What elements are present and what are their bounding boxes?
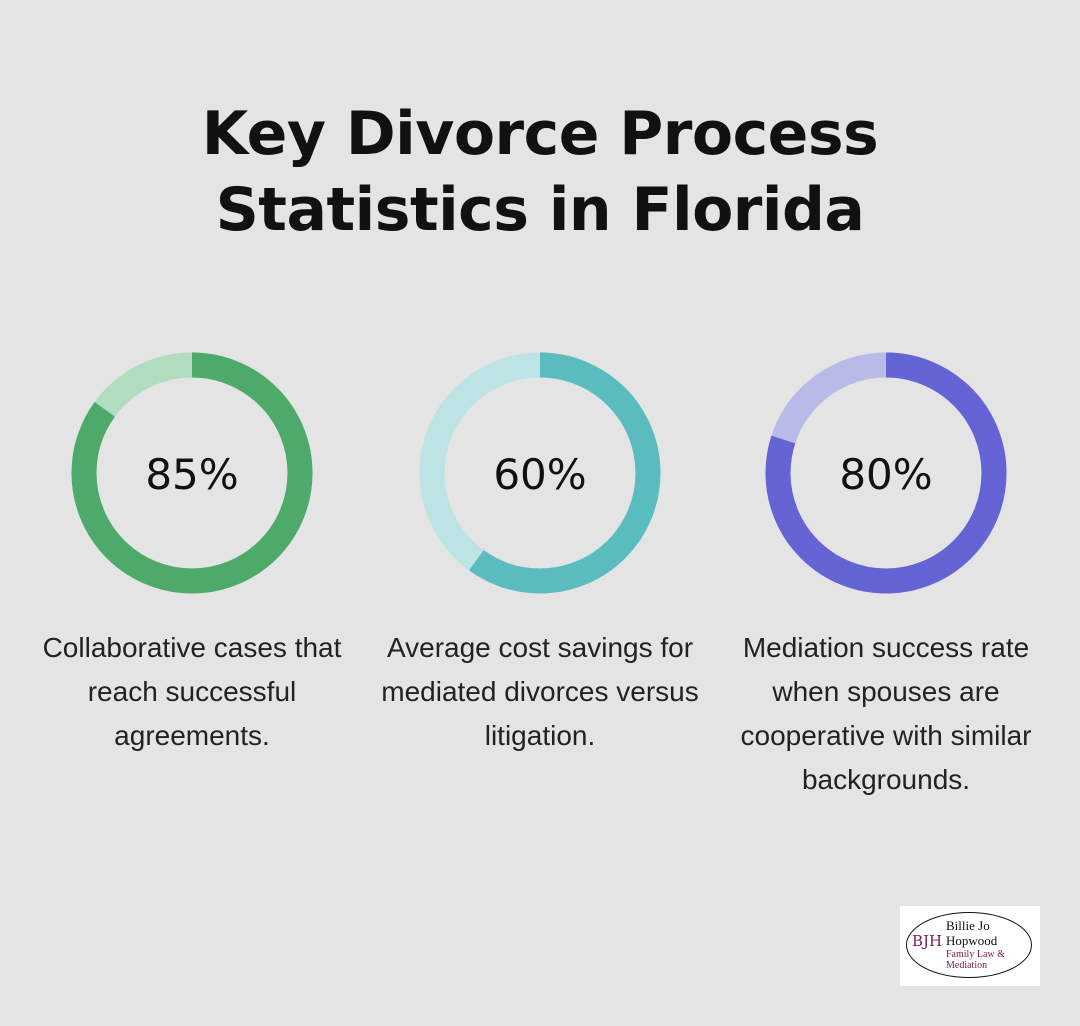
stat-card-1: 85% Collaborative cases that reach succe… [12,352,372,758]
donut-value-label-2: 60% [493,450,586,499]
company-logo: BJH Billie Jo Hopwood Family Law & Media… [900,906,1040,986]
chart-title: Key Divorce Process Statistics in Florid… [0,96,1080,248]
logo-name-line-2: Hopwood [946,933,998,948]
logo-subtitle: Family Law & Mediation [946,949,1005,971]
stat-description-3: Mediation success rate when spouses are … [740,632,1032,795]
donut-arc-3 [765,352,1007,594]
title-line-2: Statistics in Florida [215,175,865,245]
donut-arc-1 [71,352,313,594]
stat-card-3: 80% Mediation success rate when spouses … [706,352,1066,802]
stat-description-1: Collaborative cases that reach successfu… [42,632,342,751]
title-line-1: Key Divorce Process [201,99,879,169]
donut-value-label-3: 80% [839,450,932,499]
logo-sub-line-2: Mediation [946,960,988,971]
donut-value-label-1: 85% [145,450,238,499]
stat-card-2: 60% Average cost savings for mediated di… [360,352,720,758]
logo-sub-line-1: Family Law & [946,949,1005,960]
logo-name: Billie Jo Hopwood [946,918,997,948]
donut-chart-3: 80% [765,352,1007,594]
donut-chart-1: 85% [71,352,313,594]
logo-monogram: BJH [912,932,943,950]
logo-name-line-1: Billie Jo [946,918,990,933]
donut-chart-2: 60% [419,352,661,594]
donut-arc-2 [419,352,661,594]
logo-oval [906,912,1032,978]
stat-description-2: Average cost savings for mediated divorc… [381,632,699,751]
